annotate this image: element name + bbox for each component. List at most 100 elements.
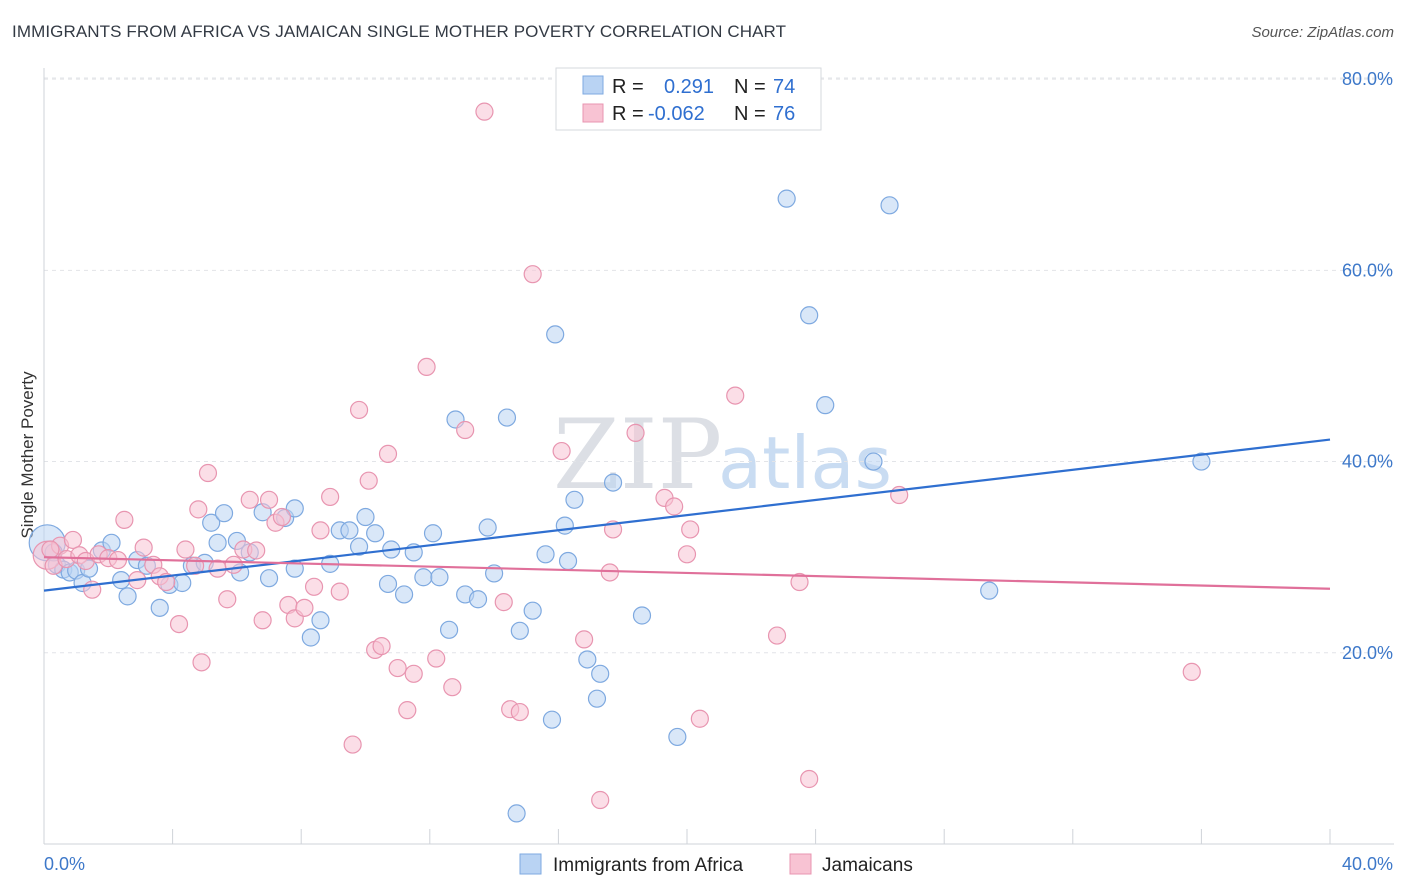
point-africa <box>118 587 137 606</box>
point-africa <box>366 524 385 543</box>
point-jamaican <box>417 357 436 377</box>
point-jamaican <box>494 593 513 612</box>
point-jamaican <box>398 701 417 720</box>
point-jamaican <box>600 563 619 582</box>
point-africa <box>214 504 234 523</box>
point-jamaican <box>790 572 809 592</box>
point-africa <box>980 581 999 600</box>
point-africa <box>880 196 899 215</box>
point-jamaican <box>330 582 349 601</box>
source-label: Source: ZipAtlas.com <box>1251 24 1394 41</box>
point-jamaican <box>443 678 462 697</box>
point-africa <box>423 524 443 543</box>
stats-pink-n-value: 76 <box>773 103 795 125</box>
point-africa <box>468 590 488 609</box>
point-africa <box>301 628 320 647</box>
watermark-atlas: atlas <box>718 421 892 505</box>
point-africa <box>578 650 597 669</box>
point-jamaican <box>690 709 709 728</box>
point-africa <box>414 568 433 587</box>
point-africa <box>340 521 359 540</box>
point-africa <box>208 533 227 552</box>
point-africa <box>439 620 459 639</box>
point-jamaican <box>552 441 571 461</box>
legend-pink-swatch <box>789 853 812 875</box>
point-jamaican <box>192 653 211 672</box>
point-africa <box>202 513 221 532</box>
point-africa <box>587 689 607 708</box>
y-tick-label: 40.0% <box>1342 452 1393 472</box>
point-jamaican <box>259 490 279 509</box>
point-jamaican <box>800 769 819 789</box>
point-africa <box>378 574 398 594</box>
point-africa <box>507 804 526 823</box>
point-africa <box>478 518 497 537</box>
trend-line-africa <box>43 438 1331 592</box>
point-africa <box>259 569 279 588</box>
point-africa <box>816 396 835 415</box>
point-jamaican <box>388 658 407 678</box>
stats-pink-n-label: N = <box>734 103 766 125</box>
point-jamaican <box>63 530 83 550</box>
y-tick-label: 20.0% <box>1342 643 1393 663</box>
point-jamaican <box>198 463 218 483</box>
point-jamaican <box>510 702 529 722</box>
point-africa <box>173 573 192 593</box>
point-jamaican <box>378 444 398 464</box>
point-africa <box>311 611 330 630</box>
point-jamaican <box>253 611 272 630</box>
point-jamaican <box>272 507 292 527</box>
point-jamaican <box>1182 662 1201 682</box>
stats-blue-n-value: 74 <box>773 76 795 98</box>
point-jamaican <box>626 423 645 442</box>
series-immigrants-from-africa <box>28 189 1211 823</box>
point-africa <box>542 710 562 729</box>
point-africa <box>864 452 883 471</box>
point-africa <box>285 499 304 518</box>
stats-pink-swatch <box>582 103 604 123</box>
legend-blue-label: Immigrants from Africa <box>553 855 743 876</box>
point-africa <box>668 727 687 747</box>
point-africa <box>546 325 565 344</box>
trend-lines <box>43 438 1331 592</box>
x-tick-label: 40.0% <box>1342 854 1393 874</box>
point-jamaican <box>240 490 259 509</box>
point-jamaican <box>575 630 594 649</box>
stats-blue-n-label: N = <box>734 76 766 98</box>
point-africa <box>1192 452 1211 471</box>
point-jamaican <box>311 521 330 540</box>
axes <box>43 68 1394 845</box>
point-jamaican <box>304 577 324 596</box>
point-jamaican <box>523 265 542 284</box>
point-jamaican <box>591 790 610 810</box>
stats-blue-r-value: 0.291 <box>664 76 714 98</box>
stats-pink-r-label: R = <box>612 103 644 125</box>
x-tick-label: 0.0% <box>44 854 85 874</box>
point-jamaican <box>115 510 134 529</box>
point-jamaican <box>176 540 195 559</box>
legend-pink-label: Jamaicans <box>822 855 913 876</box>
stats-blue-swatch <box>582 75 604 95</box>
stats-legend: R = 0.291 N = 74 R = -0.062 N = 76 <box>555 67 822 131</box>
point-jamaican <box>665 497 684 516</box>
legend-blue-swatch <box>519 853 542 875</box>
point-jamaican <box>372 636 391 656</box>
point-jamaican <box>169 614 189 634</box>
point-africa <box>565 490 584 509</box>
point-africa <box>394 585 414 604</box>
point-jamaican <box>681 520 700 539</box>
stats-blue-r-label: R = <box>612 76 644 98</box>
point-africa <box>150 598 169 617</box>
point-jamaican <box>404 664 423 683</box>
point-africa <box>523 601 542 620</box>
watermark-zip: ZIP <box>553 399 722 511</box>
point-jamaican <box>343 735 362 754</box>
point-africa <box>800 306 819 325</box>
point-africa <box>632 606 652 625</box>
y-tick-label: 60.0% <box>1342 260 1393 280</box>
point-africa <box>349 537 369 556</box>
point-jamaican <box>189 500 208 519</box>
y-tick-label: 80.0% <box>1342 69 1393 89</box>
tick-labels: 20.0% 40.0% 60.0% 80.0% 0.0% 40.0% <box>44 69 1393 874</box>
